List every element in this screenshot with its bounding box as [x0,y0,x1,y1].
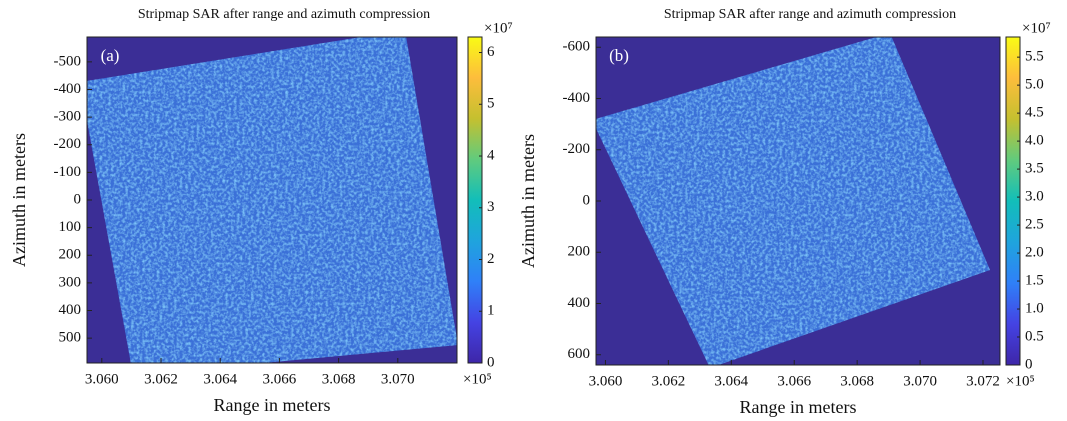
x-tick-label: 3.062 [144,371,178,387]
x-tick-label: 3.066 [263,371,297,387]
colorbar-exponent: ×10⁷ [1022,20,1051,36]
colorbar-tick-label: 1 [487,303,495,319]
image-area [596,37,1000,365]
y-tick-label: 200 [59,247,82,263]
x-tick-label: 3.068 [322,371,356,387]
y-tick-label: -200 [54,136,82,152]
x-axis-label: Range in meters [740,397,857,417]
chart-title: Stripmap SAR after range and azimuth com… [138,7,430,22]
colorbar-tick-label: 2.5 [1025,217,1044,233]
colorbar-tick-label: 1.5 [1025,272,1044,288]
colorbar-tick-label: 1.0 [1025,300,1044,316]
y-tick-label: 0 [74,191,82,207]
colorbar-tick-label: 0 [487,354,495,370]
x-tick-label: 3.062 [651,373,685,389]
x-tick-label: 3.064 [203,371,237,387]
colorbar-tick-label: 3 [487,199,495,215]
colorbar-tick-label: 0 [1025,356,1033,372]
x-tick-label: 3.060 [85,371,119,387]
y-tick-label: 200 [568,244,591,260]
x-tick-label: 3.060 [589,373,623,389]
x-axis-label: Range in meters [214,395,331,415]
y-axis-label: Azimuth in meters [9,133,29,267]
y-tick-label: -300 [54,109,82,125]
colorbar-tick-label: 5 [487,96,495,112]
panel-label: (b) [609,46,629,65]
y-tick-label: -400 [54,81,82,97]
colorbar-tick-label: 4.0 [1025,133,1044,149]
colorbar-tick-label: 0.5 [1025,328,1044,344]
x-tick-label: 3.064 [714,373,748,389]
y-tick-label: -200 [563,141,591,157]
y-tick-label: 300 [59,274,82,290]
y-tick-label: 400 [59,302,82,318]
panel-label: (a) [101,46,120,65]
x-tick-label: 3.068 [840,373,874,389]
y-tick-label: -600 [563,39,591,55]
x-tick-label: 3.070 [903,373,937,389]
colorbar-tick-label: 6 [487,44,495,60]
colorbar-tick-label: 3.5 [1025,161,1044,177]
colorbar-tick-label: 5.5 [1025,49,1044,65]
colorbar-tick-label: 2.0 [1025,244,1044,260]
image-area [87,37,457,363]
x-tick-label: 3.070 [381,371,415,387]
x-tick-label: 3.066 [777,373,811,389]
y-tick-label: -500 [54,53,82,69]
x-exponent: ×10⁵ [463,371,492,387]
x-tick-label: 3.072 [966,373,1000,389]
colorbar-tick-label: 5.0 [1025,77,1044,93]
y-tick-label: 100 [59,219,82,235]
colorbar-tick-label: 3.0 [1025,189,1044,205]
y-tick-label: 400 [568,295,591,311]
y-axis-label: Azimuth in meters [518,134,538,268]
y-tick-label: -100 [54,164,82,180]
y-tick-label: 600 [568,346,591,362]
colorbar [1005,36,1021,366]
y-tick-label: -400 [563,90,591,106]
chart-title: Stripmap SAR after range and azimuth com… [664,7,956,22]
x-exponent: ×10⁵ [1006,373,1035,389]
colorbar [467,36,483,364]
colorbar-tick-label: 4.5 [1025,105,1044,121]
colorbar-tick-label: 4 [487,147,495,163]
colorbar-tick-label: 2 [487,251,495,267]
y-tick-label: 500 [59,330,82,346]
colorbar-exponent: ×10⁷ [484,20,513,36]
y-tick-label: 0 [583,192,591,208]
